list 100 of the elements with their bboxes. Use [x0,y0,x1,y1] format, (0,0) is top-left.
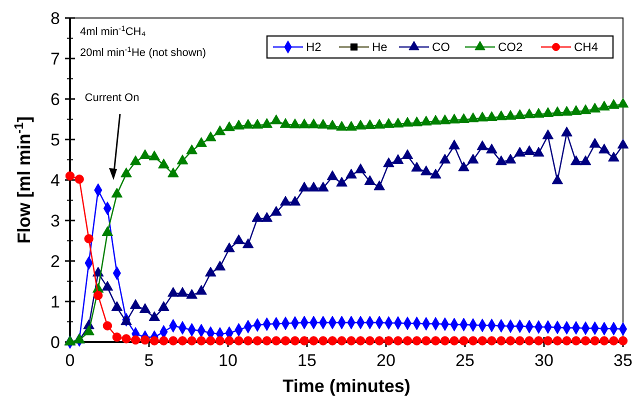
point [317,118,329,129]
point [111,188,123,198]
point [148,150,160,160]
point [336,120,348,131]
legend-label: He [372,40,388,54]
point [233,120,244,130]
point [392,154,404,164]
legend-label: CO [432,40,450,54]
point [384,336,394,346]
point [122,334,131,344]
point [468,336,478,346]
point [354,163,366,174]
point [420,165,432,176]
point [450,336,459,346]
point [187,336,196,346]
point [74,174,84,184]
point [402,336,412,346]
point [439,114,451,124]
point [412,336,422,346]
point [94,290,103,300]
point [242,118,254,129]
x-tick-label: 15 [298,351,316,370]
point [383,157,394,168]
point [214,125,226,136]
point [580,336,590,346]
annotation: 20ml min$^{-1}$He (not shown) [80,44,206,59]
point [280,336,290,346]
point [224,336,234,346]
point [298,118,310,128]
y-tick-label: 3 [50,211,60,230]
point [448,114,460,124]
annotation: 4ml min$^{-1}$CH₄ [80,24,146,38]
point [533,108,544,118]
point [261,212,272,222]
point [204,266,216,276]
point [243,336,253,346]
y-tick-label: 2 [50,252,60,271]
point [524,145,535,155]
point [112,332,122,342]
point [393,336,403,346]
point [178,336,188,346]
point [459,336,468,346]
point [420,116,432,126]
point [337,336,346,346]
point [580,155,592,166]
point [224,121,235,132]
point [280,118,292,128]
point [496,336,506,346]
point [102,280,114,291]
point [364,119,376,130]
y-tick-label: 4 [50,170,60,190]
y-tick-label: 0 [50,332,60,352]
point [506,336,516,346]
point [140,335,150,345]
point [411,162,422,172]
point [290,336,300,346]
point [326,170,338,180]
x-tick-label: 30 [534,351,554,370]
point [365,336,375,346]
point [346,168,357,178]
point [346,336,356,346]
point [298,182,310,192]
point [543,336,553,346]
point [467,112,479,122]
annotation: Current On [84,92,140,104]
point [422,336,431,346]
point [504,110,516,120]
point [215,336,225,346]
point [130,335,140,345]
point [168,167,179,178]
point [176,286,188,297]
point [214,260,226,270]
point [130,299,142,309]
point [534,336,544,346]
point [561,106,572,116]
point [158,301,170,311]
point [300,336,309,346]
point [562,336,572,346]
x-axis-title: Time (minutes) [282,376,410,396]
point [552,106,564,116]
point [617,98,629,108]
point [476,140,488,150]
x-tick-label: 35 [614,351,632,370]
point [252,118,264,129]
point [102,226,114,236]
point [364,175,376,185]
point [590,336,600,346]
point [262,336,272,346]
point [148,311,160,322]
point [326,120,338,130]
y-tick-label: 1 [50,292,60,312]
point [308,118,320,128]
point [308,182,320,192]
point [589,102,600,112]
x-tick-label: 10 [218,351,238,370]
point [354,120,366,130]
point [102,321,112,330]
point [204,131,216,142]
point [411,116,422,126]
point [496,155,507,166]
